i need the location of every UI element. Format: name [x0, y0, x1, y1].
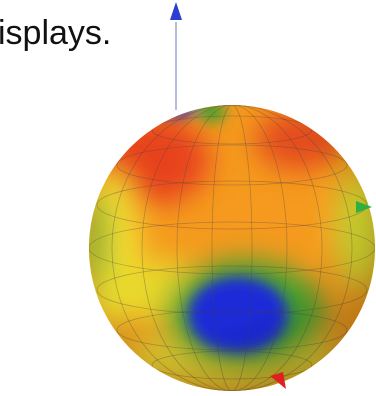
figure: isplays.	[0, 0, 376, 396]
sphere	[80, 100, 376, 396]
sphere-shading	[89, 105, 375, 391]
page: isplays.	[0, 0, 376, 396]
text-fragment: isplays.	[0, 14, 111, 52]
z-arrow	[170, 2, 182, 20]
